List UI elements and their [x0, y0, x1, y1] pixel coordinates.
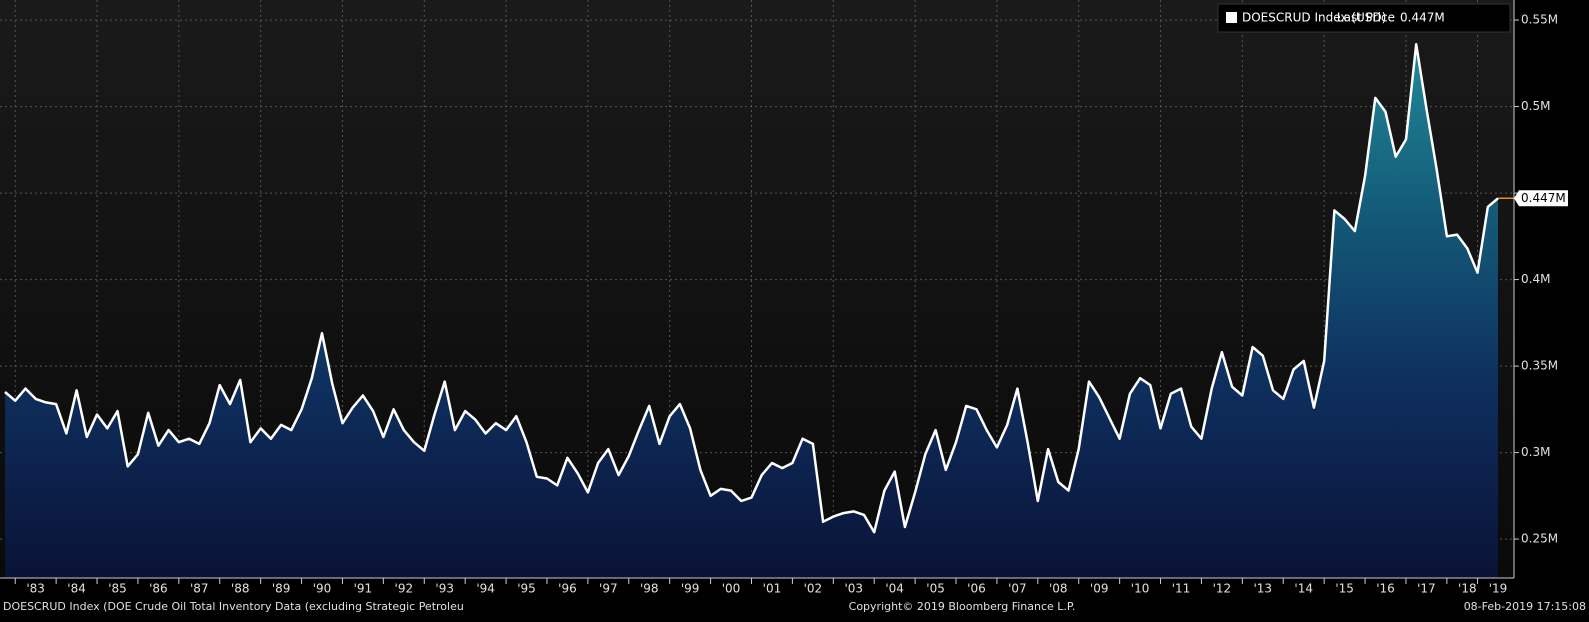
x-tick-label: '08 — [1049, 582, 1068, 596]
x-tick-label: '86 — [149, 582, 168, 596]
x-tick-label: '13 — [1254, 582, 1273, 596]
x-tick-label: '83 — [26, 582, 45, 596]
x-tick-label: '03 — [844, 582, 863, 596]
x-tick-label: '88 — [231, 582, 250, 596]
y-tick-label: 0.55M — [1521, 13, 1558, 27]
footer-right: 08-Feb-2019 17:15:08 — [1464, 600, 1586, 613]
x-tick-label: '06 — [967, 582, 986, 596]
x-tick-label: '00 — [722, 582, 741, 596]
x-tick-label: '96 — [558, 582, 577, 596]
x-tick-label: '07 — [1008, 582, 1027, 596]
x-tick-label: '02 — [804, 582, 823, 596]
x-tick-label: '93 — [435, 582, 454, 596]
x-tick-label: '89 — [272, 582, 291, 596]
line — [4, 43, 1499, 534]
x-tick-label: '05 — [926, 582, 945, 596]
x-tick-label: '04 — [885, 582, 904, 596]
x-tick-label: '92 — [395, 582, 414, 596]
x-tick-label: '11 — [1172, 582, 1191, 596]
x-tick-label: '10 — [1131, 582, 1150, 596]
x-tick-label: '16 — [1376, 582, 1395, 596]
legend-title: DOESCRUD Index (USD) — [1242, 11, 1386, 25]
last-price-box — [1514, 190, 1568, 207]
x-tick-label: '87 — [190, 582, 209, 596]
x-tick-label: '94 — [476, 582, 495, 596]
x-tick-label: '12 — [1213, 582, 1232, 596]
y-tick-label: 0.4M — [1521, 272, 1550, 286]
x-tick-label: '99 — [681, 582, 700, 596]
x-tick-label: '01 — [763, 582, 782, 596]
legend-swatch — [1226, 12, 1237, 23]
y-tick-label: 0.5M — [1521, 99, 1550, 113]
x-tick-label: '98 — [640, 582, 659, 596]
x-tick-label: '91 — [354, 582, 373, 596]
x-tick-label: '14 — [1294, 582, 1313, 596]
footer-left: DOESCRUD Index (DOE Crude Oil Total Inve… — [3, 600, 464, 613]
x-tick-label: '95 — [517, 582, 536, 596]
x-tick-label: '15 — [1335, 582, 1354, 596]
x-tick-label: '19 — [1489, 582, 1508, 596]
footer-center: Copyright© 2019 Bloomberg Finance L.P. — [849, 600, 1076, 613]
x-tick-label: '84 — [67, 582, 86, 596]
x-tick-label: '17 — [1417, 582, 1436, 596]
x-tick-label: '09 — [1090, 582, 1109, 596]
y-tick-label: 0.25M — [1521, 532, 1558, 546]
legend-box — [1217, 3, 1511, 33]
x-tick-label: '18 — [1458, 582, 1477, 596]
x-tick-label: '85 — [108, 582, 127, 596]
x-tick-label: '97 — [599, 582, 618, 596]
area-fill — [5, 44, 1498, 579]
x-tick-label: '90 — [313, 582, 332, 596]
legend-label: Last Price — [1337, 11, 1395, 25]
last-price-label: 0.447M — [1521, 191, 1566, 205]
legend-value: 0.447M — [1400, 11, 1445, 25]
y-tick-label: 0.3M — [1521, 445, 1550, 459]
y-tick-label: 0.35M — [1521, 359, 1558, 373]
